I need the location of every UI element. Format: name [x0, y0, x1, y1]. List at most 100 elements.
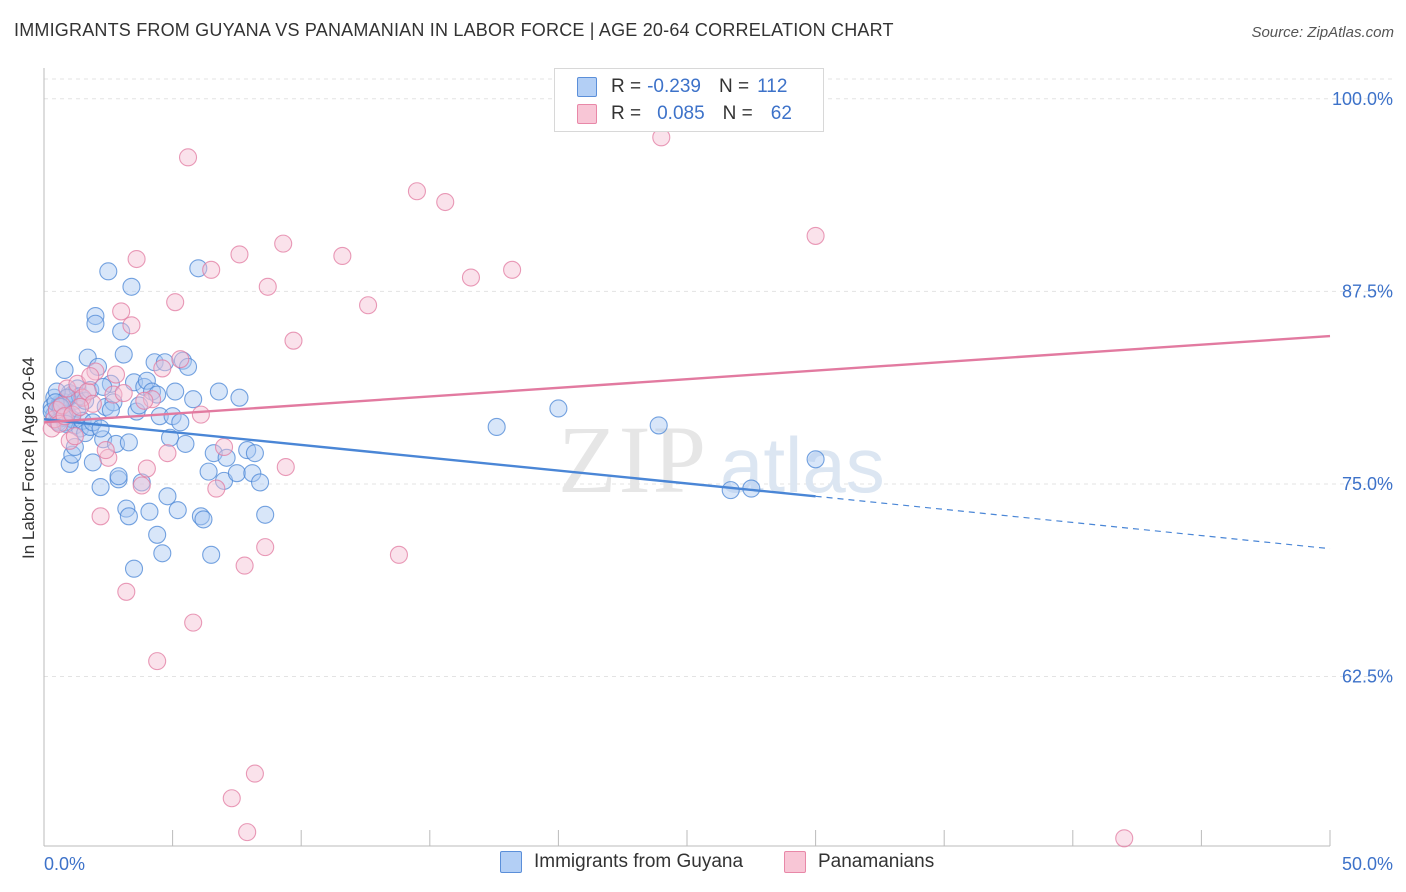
- point-panamanian: [407, 182, 426, 201]
- point-panamanian: [81, 367, 100, 386]
- point-panamanian: [503, 260, 522, 279]
- point-panamanian: [96, 441, 115, 460]
- point-guyana: [168, 501, 187, 520]
- legend-row-panamanian: R = 0.085 N = 62: [577, 101, 792, 127]
- point-panamanian: [65, 427, 84, 446]
- point-guyana: [209, 382, 228, 401]
- point-panamanian: [230, 245, 249, 264]
- point-panamanian: [171, 350, 190, 369]
- point-panamanian: [153, 359, 172, 378]
- point-panamanian: [245, 764, 264, 783]
- point-guyana: [549, 399, 568, 418]
- point-panamanian: [238, 823, 257, 842]
- trend-line-panamanian: [43, 334, 1331, 424]
- point-panamanian: [207, 479, 226, 498]
- point-guyana: [109, 467, 128, 486]
- point-panamanian: [333, 246, 352, 266]
- legend-n-value-panamanian: 62: [770, 103, 792, 124]
- legend-swatch-guyana: [577, 77, 597, 97]
- point-guyana: [176, 434, 195, 453]
- legend-n-label: N =: [722, 103, 753, 124]
- point-guyana: [171, 413, 190, 432]
- y-tick-label: 87.5%: [1342, 281, 1393, 301]
- legend-n-value-guyana: 112: [757, 76, 788, 97]
- point-guyana: [91, 419, 110, 438]
- point-guyana: [245, 444, 264, 463]
- point-panamanian: [191, 405, 210, 424]
- legend-label-panamanian: Panamanians: [818, 851, 935, 872]
- point-guyana: [119, 433, 138, 452]
- legend-swatch-panamanian: [784, 851, 806, 873]
- point-guyana: [160, 428, 180, 447]
- point-guyana: [119, 507, 138, 526]
- point-panamanian: [52, 396, 72, 415]
- point-panamanian: [1115, 829, 1134, 848]
- x-tick-label: 50.0%: [1342, 854, 1393, 874]
- point-guyana: [199, 462, 218, 481]
- point-guyana: [250, 473, 270, 492]
- y-axis-label: In Labor Force | Age 20-64: [19, 357, 38, 559]
- point-guyana: [487, 417, 506, 437]
- watermark: ZIP atlas: [558, 406, 885, 513]
- point-panamanian: [258, 277, 277, 296]
- point-guyana: [86, 306, 105, 326]
- chart-source: Source: ZipAtlas.com: [1251, 24, 1394, 41]
- point-panamanian: [127, 249, 146, 269]
- watermark-zip: ZIP: [558, 406, 708, 513]
- trend-lines: [43, 334, 1331, 550]
- point-guyana: [243, 464, 262, 483]
- point-panamanian: [114, 384, 133, 403]
- y-tick-label: 100.0%: [1332, 89, 1393, 109]
- point-panamanian: [806, 226, 825, 245]
- legend-item-panamanian: Panamanians: [784, 851, 934, 873]
- point-guyana: [649, 416, 668, 435]
- point-panamanian: [461, 268, 481, 287]
- point-guyana: [217, 448, 236, 467]
- point-panamanian: [202, 260, 221, 279]
- point-panamanian: [70, 397, 90, 416]
- point-panamanian: [184, 613, 203, 632]
- point-guyana: [191, 507, 210, 526]
- trend-line-guyana: [43, 418, 816, 498]
- point-guyana: [124, 559, 144, 578]
- point-panamanian: [58, 379, 77, 398]
- point-guyana: [158, 487, 177, 506]
- point-panamanian: [214, 437, 234, 457]
- x-tick-label: 0.0%: [44, 854, 85, 874]
- point-guyana: [137, 371, 156, 390]
- point-guyana: [86, 314, 105, 333]
- point-guyana: [256, 505, 275, 524]
- point-panamanian: [284, 331, 303, 350]
- point-panamanian: [148, 652, 167, 671]
- point-panamanian: [222, 789, 241, 808]
- point-guyana: [83, 453, 102, 472]
- point-guyana: [166, 382, 185, 401]
- point-guyana: [91, 477, 110, 497]
- point-panamanian: [137, 459, 156, 478]
- chart-title: IMMIGRANTS FROM GUYANA VS PANAMANIAN IN …: [14, 20, 894, 40]
- point-guyana: [99, 262, 118, 281]
- point-panamanian: [122, 316, 141, 335]
- point-guyana: [202, 545, 221, 564]
- point-guyana: [721, 481, 740, 500]
- point-guyana: [227, 464, 246, 483]
- y-tick-label: 75.0%: [1342, 474, 1393, 494]
- point-panamanian: [166, 293, 185, 312]
- point-panamanian: [112, 302, 131, 321]
- point-guyana: [178, 357, 198, 376]
- point-panamanian: [91, 507, 110, 526]
- point-guyana: [112, 322, 131, 341]
- point-panamanian: [436, 192, 455, 212]
- point-panamanian: [256, 538, 275, 557]
- tick-labels: 62.5% 75.0% 87.5% 100.0% 0.0% 50.0%: [44, 89, 1393, 874]
- point-panamanian: [389, 545, 408, 564]
- legend-r-label: R =: [611, 103, 642, 124]
- point-guyana: [184, 390, 203, 409]
- legend-row-guyana: R = -0.239 N = 112: [577, 74, 787, 100]
- point-panamanian: [158, 444, 177, 463]
- point-guyana: [140, 502, 159, 521]
- trend-line-guyana-extension: [815, 495, 1331, 550]
- legend-label-guyana: Immigrants from Guyana: [534, 851, 744, 872]
- legend-item-guyana: Immigrants from Guyana: [500, 851, 743, 873]
